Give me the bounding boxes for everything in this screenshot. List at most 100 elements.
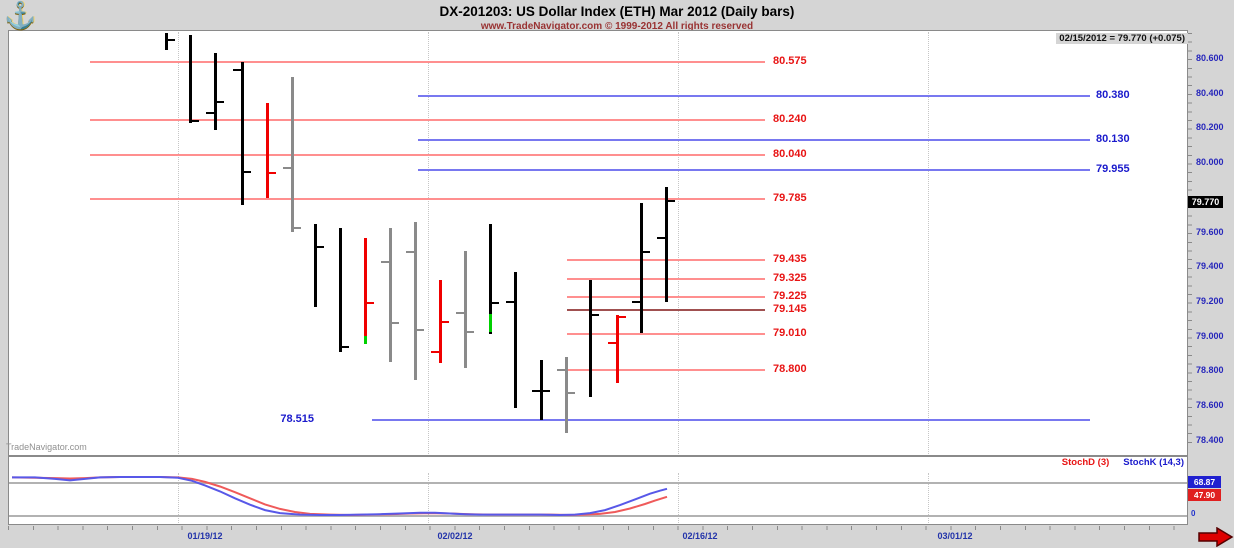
support-line[interactable] (418, 95, 1090, 97)
grid-line (678, 473, 679, 523)
stoch-zero-label: 0 (1191, 509, 1196, 518)
close-tick (591, 314, 599, 316)
price-bar (589, 280, 592, 397)
stochk-value-tag: 68.87 (1188, 476, 1221, 488)
support-line[interactable] (418, 169, 1090, 171)
close-tick (542, 390, 550, 392)
last-quote-readout: 02/15/2012 = 79.770 (+0.075) (1056, 33, 1188, 44)
close-tick (642, 251, 650, 253)
close-tick (618, 316, 626, 318)
price-bar (640, 203, 643, 333)
price-bar (266, 103, 269, 198)
watermark: TradeNavigator.com (6, 442, 87, 452)
price-bar (241, 62, 244, 205)
resistance-line[interactable] (567, 369, 765, 371)
y-axis-label: 79.400 (1196, 261, 1224, 271)
grid-line (178, 32, 179, 454)
price-bar (464, 251, 467, 368)
support-line[interactable] (418, 139, 1090, 141)
open-tick (657, 237, 665, 239)
y-axis-ticks (1188, 33, 1192, 449)
close-tick (667, 200, 675, 202)
x-axis-label: 02/16/12 (682, 531, 718, 541)
price-bar (489, 224, 492, 334)
level-price-label: 78.515 (280, 413, 314, 425)
close-tick (243, 171, 251, 173)
price-bar (165, 33, 168, 50)
stochk-label[interactable]: StochK (14,3) (1123, 457, 1184, 468)
close-tick (567, 392, 575, 394)
resistance-line[interactable] (90, 61, 765, 63)
open-tick (431, 351, 439, 353)
resistance-line[interactable] (90, 154, 765, 156)
last-price-tag: 79.770 (1188, 196, 1223, 208)
level-price-label: 78.800 (773, 363, 807, 375)
x-axis-ticks (8, 526, 1188, 530)
price-bar (291, 77, 294, 232)
y-axis-label: 78.800 (1196, 365, 1224, 375)
level-price-label: 80.575 (773, 55, 807, 67)
y-axis-label: 79.600 (1196, 227, 1224, 237)
level-price-label: 79.325 (773, 272, 807, 284)
price-bar (665, 187, 668, 302)
stochd-value-tag: 47.90 (1188, 489, 1221, 501)
price-bar (616, 315, 619, 383)
close-tick (391, 322, 399, 324)
level-price-label: 80.380 (1096, 89, 1130, 101)
resistance-line[interactable] (567, 309, 765, 311)
y-axis-label: 80.400 (1196, 88, 1224, 98)
level-price-label: 79.785 (773, 192, 807, 204)
copyright-subtitle: www.TradeNavigator.com © 1999-2012 All r… (480, 21, 754, 32)
price-bar (514, 272, 517, 408)
stochastic-legend: StochD (3) StochK (14,3) (8, 457, 1188, 470)
open-tick (557, 369, 565, 371)
stochd-label[interactable]: StochD (3) (1061, 457, 1110, 468)
resistance-line[interactable] (90, 119, 765, 121)
close-tick (441, 321, 449, 323)
close-tick (466, 331, 474, 333)
y-axis-label: 79.000 (1196, 331, 1224, 341)
grid-line (928, 473, 929, 523)
close-tick (341, 346, 349, 348)
price-bar (189, 35, 192, 123)
open-tick (233, 69, 241, 71)
grid-line (678, 32, 679, 454)
open-tick (283, 167, 291, 169)
price-bar (364, 238, 367, 344)
close-tick (268, 172, 276, 174)
resistance-line[interactable] (90, 198, 765, 200)
open-tick (381, 261, 389, 263)
price-chart-pane[interactable] (8, 30, 1188, 456)
level-price-label: 80.240 (773, 113, 807, 125)
resistance-line[interactable] (567, 333, 765, 335)
open-tick (532, 390, 540, 392)
close-tick (167, 39, 175, 41)
chart-title: DX-201203: US Dollar Index (ETH) Mar 201… (439, 4, 795, 19)
y-axis-label: 79.200 (1196, 296, 1224, 306)
open-tick (206, 112, 214, 114)
x-axis-label: 02/02/12 (437, 531, 473, 541)
grid-line (428, 32, 429, 454)
price-bar (339, 228, 342, 352)
close-tick (216, 101, 224, 103)
price-bar (314, 224, 317, 307)
support-line[interactable] (372, 419, 1090, 421)
level-price-label: 79.145 (773, 303, 807, 315)
x-axis-label: 03/01/12 (937, 531, 973, 541)
y-axis-label: 78.600 (1196, 400, 1224, 410)
y-axis-label: 80.000 (1196, 157, 1224, 167)
level-price-label: 79.010 (773, 327, 807, 339)
y-axis-label: 80.600 (1196, 53, 1224, 63)
price-bar (214, 53, 217, 130)
y-axis-label: 80.200 (1196, 122, 1224, 132)
scroll-right-arrow-button[interactable] (1198, 527, 1234, 547)
level-price-label: 79.955 (1096, 163, 1130, 175)
x-axis-label: 01/19/12 (187, 531, 223, 541)
signal-mark (489, 314, 492, 332)
close-tick (416, 329, 424, 331)
signal-mark (364, 336, 367, 344)
anchor-icon: ⚓ (4, 0, 37, 30)
level-price-label: 80.040 (773, 148, 807, 160)
stoch-reference-line (9, 515, 1187, 517)
